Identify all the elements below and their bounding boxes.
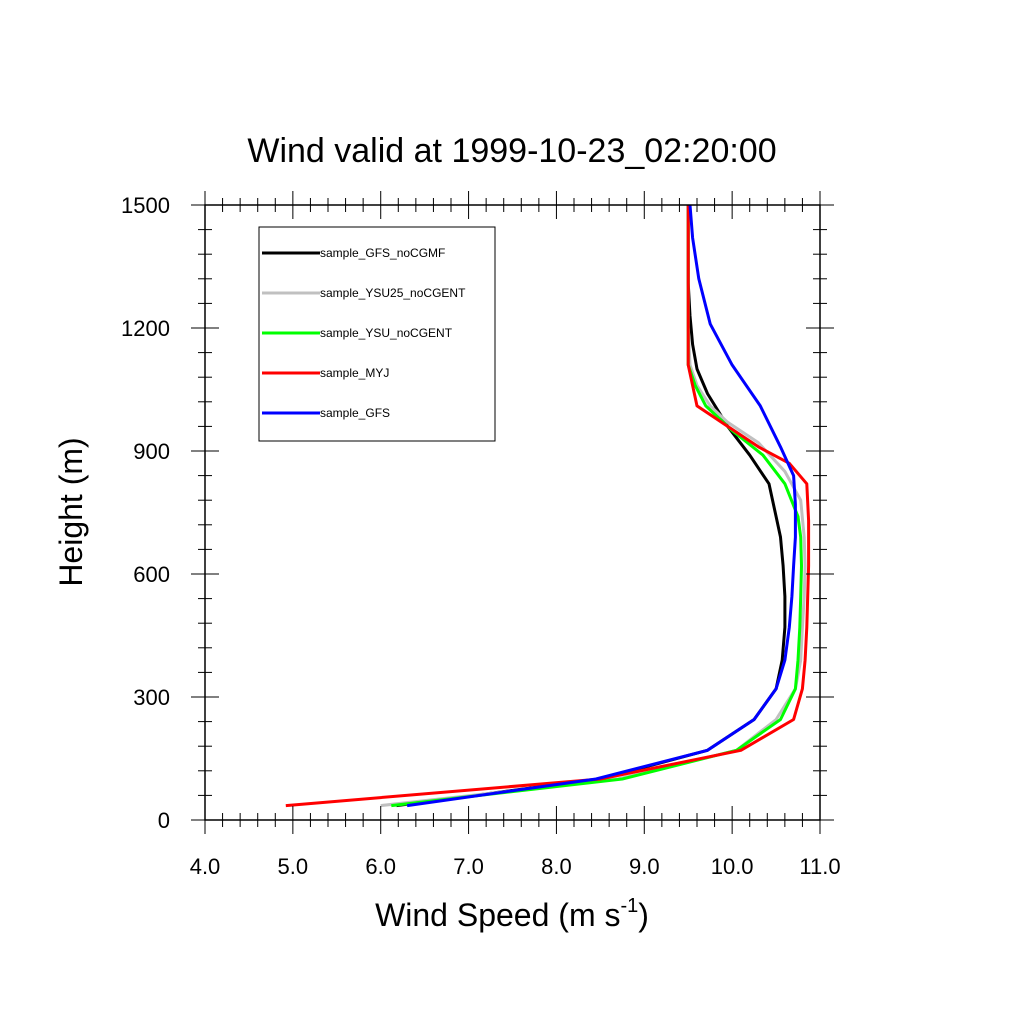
x-tick-label: 8.0: [541, 854, 572, 879]
legend-label: sample_GFS_noCGMF: [320, 246, 445, 260]
chart-title: Wind valid at 1999-10-23_02:20:00: [247, 132, 776, 170]
x-axis-label: Wind Speed (m s-1): [375, 895, 649, 933]
x-tick-label: 10.0: [711, 854, 754, 879]
axis-ticks: [191, 191, 834, 834]
y-tick-label: 1200: [121, 316, 170, 341]
axis-tick-labels: 4.0 5.0 6.0 7.0 8.0 9.0 10.0 11.0 0 300 600 900 1200…: [121, 193, 841, 879]
legend: sample_GFS_noCGMF sample_YSU25_noCGENTsam…: [258, 226, 496, 442]
y-tick-label: 300: [133, 685, 170, 710]
y-axis-label: Height (m): [53, 437, 89, 586]
x-tick-label: 7.0: [453, 854, 484, 879]
plot-frame: [204, 204, 821, 821]
y-tick-label: 0: [158, 808, 170, 833]
y-tick-label: 600: [133, 562, 170, 587]
x-axis-label-close: ): [638, 897, 649, 933]
x-tick-label: 5.0: [278, 854, 309, 879]
x-axis-label-main: Wind Speed (m s: [375, 897, 620, 933]
legend-label: sample_MYJ: [320, 366, 389, 380]
x-tick-label: 6.0: [365, 854, 396, 879]
x-tick-label: 11.0: [799, 854, 840, 879]
y-tick-label: 900: [133, 439, 170, 464]
y-tick-label: 1500: [121, 193, 170, 218]
x-tick-label: 9.0: [629, 854, 660, 879]
x-tick-label: 4.0: [190, 854, 221, 879]
x-axis-label-superscript: -1: [620, 895, 638, 917]
series-line-sample-gfs: [406, 204, 797, 808]
series-line-sample-myj: [285, 205, 811, 808]
plot-lines: [285, 204, 811, 808]
legend-label: sample_YSU_noCGENT: [320, 326, 453, 340]
legend-label: sample_YSU25_noCGENT: [320, 286, 466, 300]
legend-label: sample_GFS: [320, 406, 390, 420]
